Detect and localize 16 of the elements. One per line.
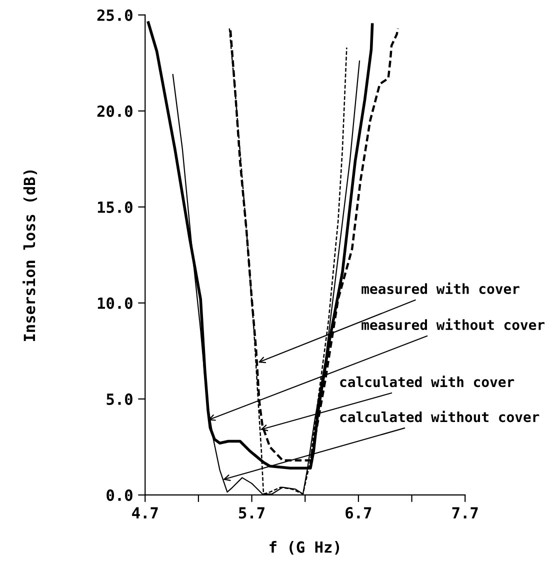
y-tick-label: 15.0	[98, 201, 132, 213]
x-tick-label: 4.7	[132, 507, 158, 518]
annotation: calculated without cover	[340, 410, 540, 422]
annotation: measured with cover	[362, 282, 520, 294]
annotation: measured without cover	[362, 318, 545, 330]
y-tick-label: 25.0	[97, 9, 132, 21]
y-tick-label: 10.0	[98, 297, 132, 309]
y-tick-label: 0.0	[106, 489, 132, 501]
x-axis-title: f (G Hz)	[270, 541, 340, 555]
y-tick-label: 20.0	[97, 105, 132, 117]
x-tick-label: 6.7	[346, 507, 372, 519]
x-tick-label: 5.7	[239, 507, 264, 519]
annotation: calculated with cover	[340, 376, 514, 388]
x-tick-label: 7.7	[452, 507, 478, 518]
y-axis-title: Insersion loss (dB)	[22, 170, 38, 342]
y-tick-label: 5.0	[106, 393, 132, 405]
